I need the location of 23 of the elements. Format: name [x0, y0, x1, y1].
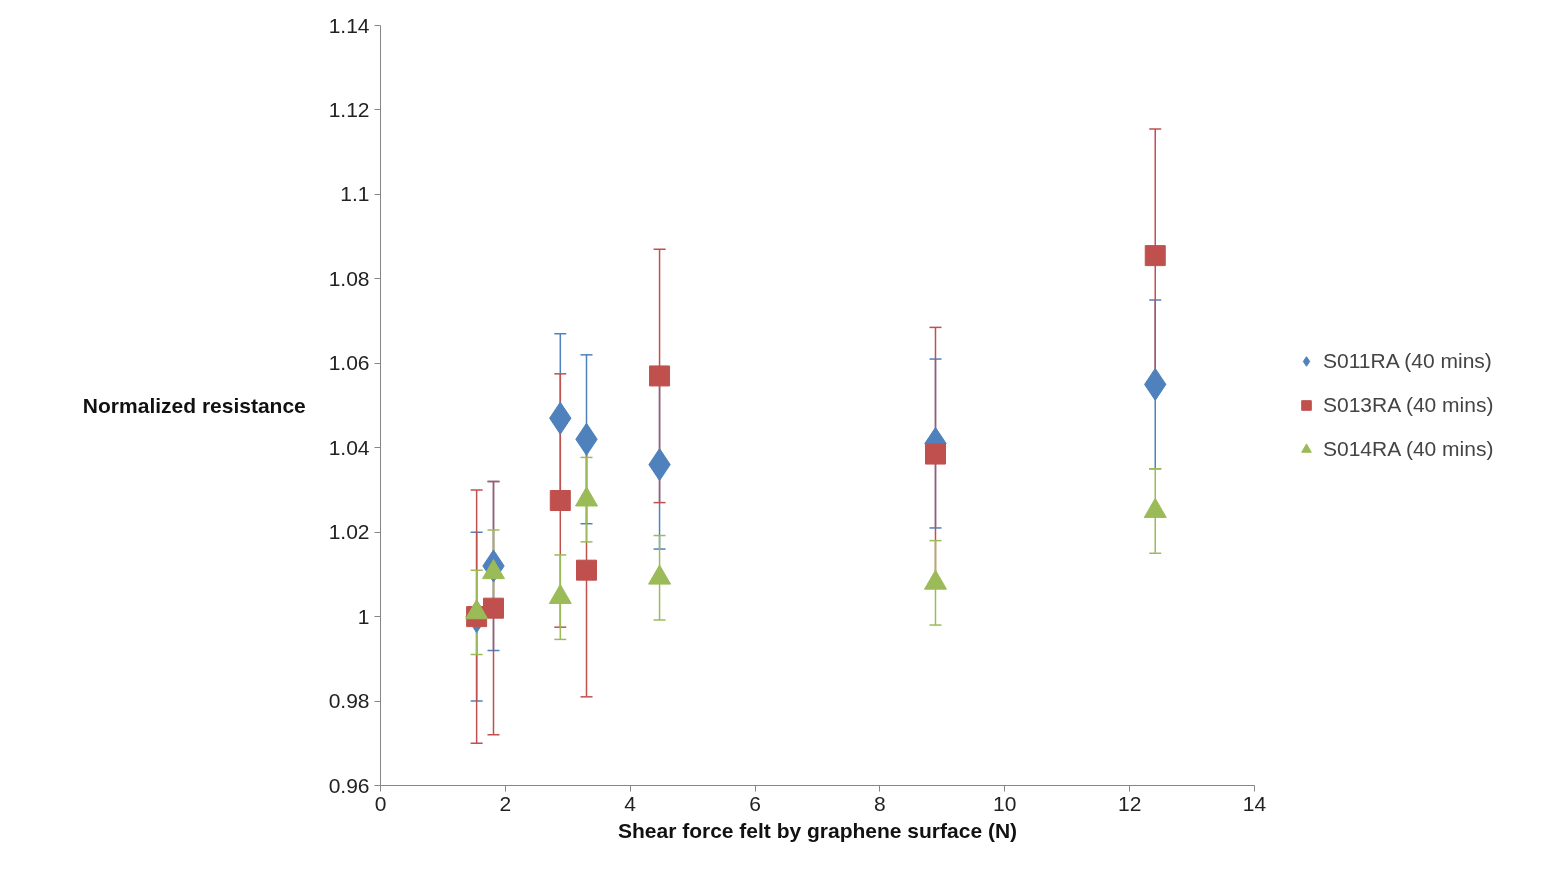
- legend-label: S013RA (40 mins): [1323, 393, 1494, 417]
- x-tick-label: 10: [993, 791, 1017, 815]
- y-tick-label: 1: [357, 604, 370, 628]
- y-tick-label: 1.06: [328, 351, 370, 375]
- y-tick-label: 1.12: [328, 97, 370, 121]
- x-tick-label: 4: [624, 791, 637, 815]
- x-tick-label: 0: [374, 791, 387, 815]
- y-axis-title: Normalized resistance: [82, 394, 306, 417]
- y-tick-label: 1.02: [328, 520, 370, 544]
- y-tick-label: 1.04: [328, 435, 370, 459]
- x-tick-label: 6: [749, 791, 761, 815]
- y-tick-label: 1.14: [328, 13, 370, 37]
- x-tick-label: 8: [874, 791, 886, 815]
- x-tick-label: 12: [1117, 791, 1142, 815]
- x-tick-label: 14: [1242, 791, 1267, 815]
- y-tick-label: 0.98: [328, 689, 370, 713]
- y-tick-label: 1.1: [340, 182, 370, 206]
- x-axis-title: Shear force felt by graphene surface (N): [617, 818, 1018, 842]
- y-tick-label: 1.08: [328, 266, 370, 290]
- y-tick-label: 0.96: [328, 773, 370, 797]
- legend-label: S014RA (40 mins): [1323, 437, 1494, 461]
- x-tick-label: 2: [499, 791, 512, 815]
- legend-label: S011RA (40 mins): [1323, 349, 1492, 373]
